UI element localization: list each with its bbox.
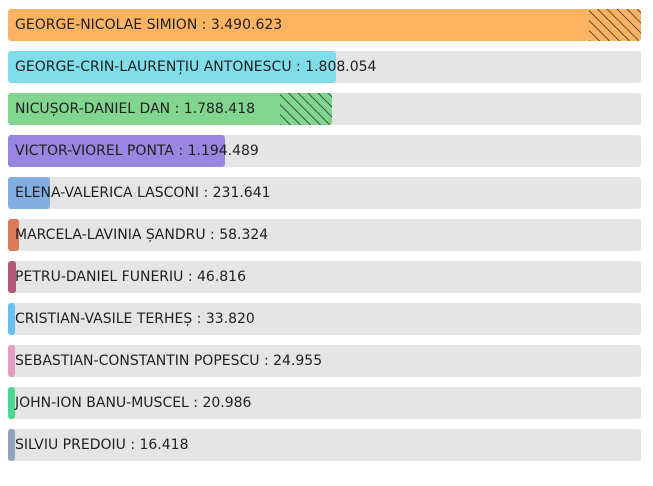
bar-label: VICTOR-VIOREL PONTA : 1.194.489 <box>15 143 259 159</box>
bar-row: PETRU-DANIEL FUNERIU : 46.816 <box>8 261 641 293</box>
bar-hatch <box>589 9 641 41</box>
bar-label: CRISTIAN-VASILE TERHEȘ : 33.820 <box>15 311 255 327</box>
bar-row: GEORGE-NICOLAE SIMION : 3.490.623 <box>8 9 641 41</box>
bar-row: JOHN-ION BANU-MUSCEL : 20.986 <box>8 387 641 419</box>
bar-row: SILVIU PREDOIU : 16.418 <box>8 429 641 461</box>
bar-label: GEORGE-NICOLAE SIMION : 3.490.623 <box>15 17 283 33</box>
bar-label: PETRU-DANIEL FUNERIU : 46.816 <box>15 269 246 285</box>
bar-row: ELENA-VALERICA LASCONI : 231.641 <box>8 177 641 209</box>
bar <box>8 429 15 461</box>
bar-track <box>8 429 641 461</box>
bar <box>8 177 50 209</box>
bar-label: SEBASTIAN-CONSTANTIN POPESCU : 24.955 <box>15 353 323 369</box>
bar <box>8 93 333 125</box>
bar-label: NICUȘOR-DANIEL DAN : 1.788.418 <box>15 101 256 117</box>
bar-track <box>8 177 641 209</box>
bar <box>8 135 225 167</box>
bar <box>8 345 15 377</box>
bar-label: JOHN-ION BANU-MUSCEL : 20.986 <box>15 395 252 411</box>
bar-label: SILVIU PREDOIU : 16.418 <box>15 437 189 453</box>
bar-track <box>8 387 641 419</box>
bar-track <box>8 345 641 377</box>
bar <box>8 219 19 251</box>
bar-label: MARCELA-LAVINIA ȘANDRU : 58.324 <box>15 227 269 243</box>
bar-row: SEBASTIAN-CONSTANTIN POPESCU : 24.955 <box>8 345 641 377</box>
bar <box>8 261 17 293</box>
bar <box>8 303 15 335</box>
bar <box>8 387 15 419</box>
bar-row: MARCELA-LAVINIA ȘANDRU : 58.324 <box>8 219 641 251</box>
bar-track <box>8 219 641 251</box>
bar-track <box>8 261 641 293</box>
bar-row: NICUȘOR-DANIEL DAN : 1.788.418 <box>8 93 641 125</box>
bar <box>8 51 336 83</box>
bar-label: GEORGE-CRIN-LAURENȚIU ANTONESCU : 1.808.… <box>15 59 377 75</box>
bar-track <box>8 303 641 335</box>
bar-row: VICTOR-VIOREL PONTA : 1.194.489 <box>8 135 641 167</box>
bar-row: CRISTIAN-VASILE TERHEȘ : 33.820 <box>8 303 641 335</box>
bar <box>8 9 641 41</box>
bar-hatch <box>280 93 333 125</box>
bar-row: GEORGE-CRIN-LAURENȚIU ANTONESCU : 1.808.… <box>8 51 641 83</box>
bar-label: ELENA-VALERICA LASCONI : 231.641 <box>15 185 271 201</box>
